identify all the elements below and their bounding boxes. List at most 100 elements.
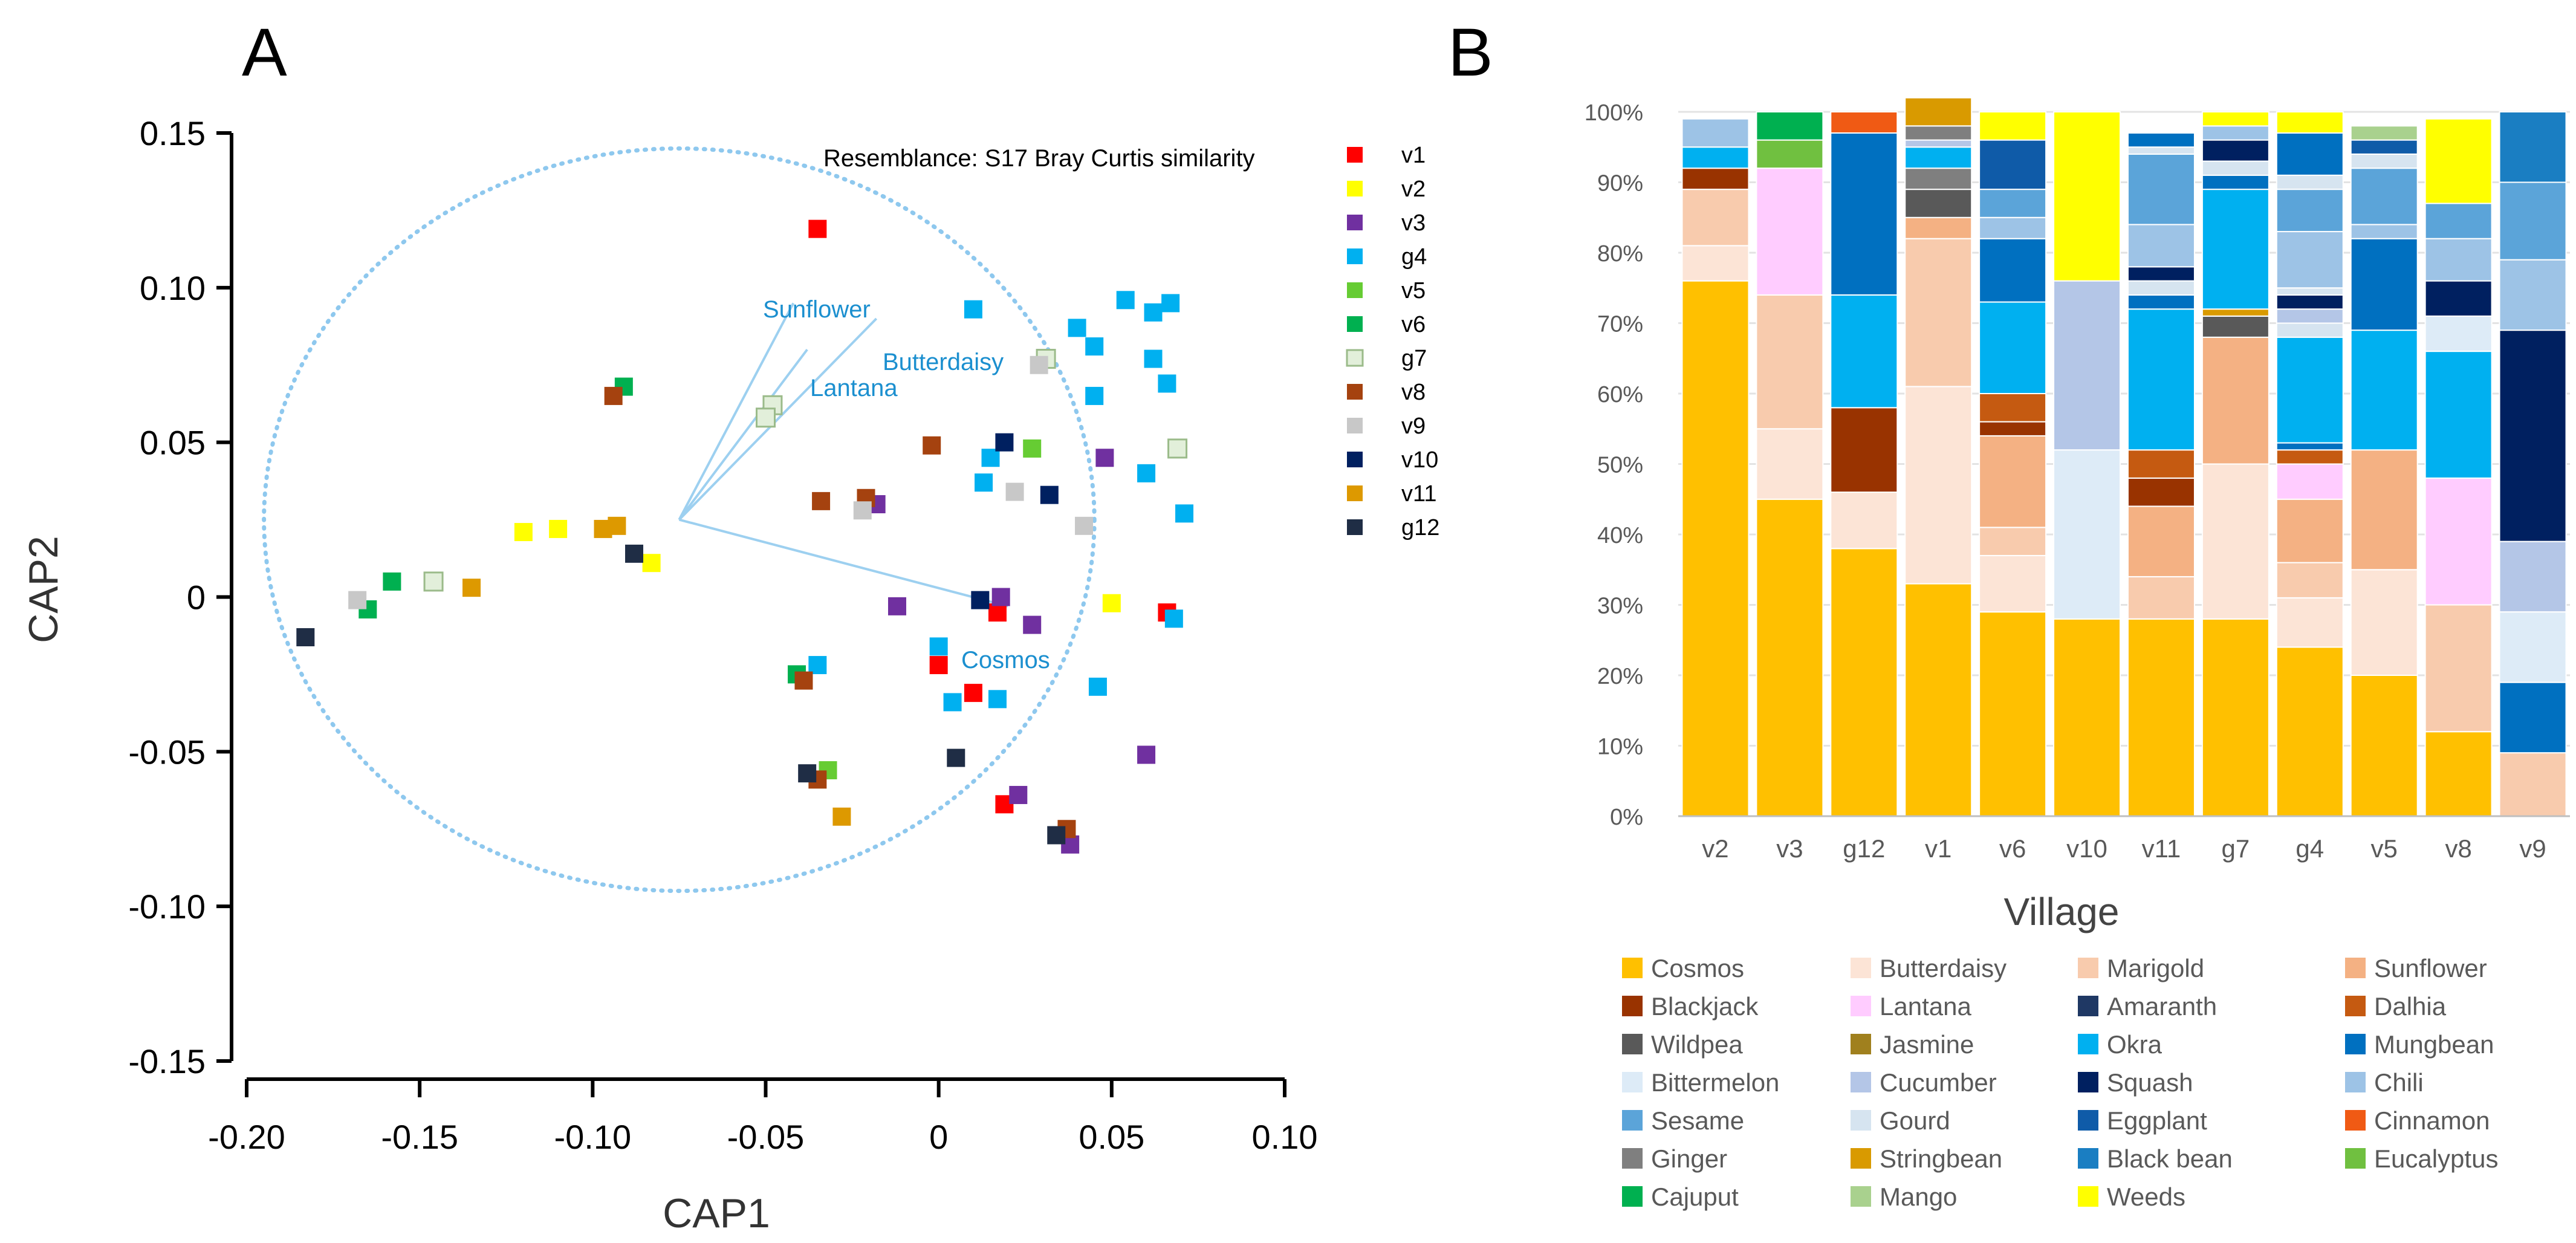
y-tick-label: 70% bbox=[1597, 312, 1643, 337]
bar-segment-weeds bbox=[2201, 111, 2269, 127]
point-g4 bbox=[975, 473, 993, 492]
point-v3 bbox=[1009, 785, 1028, 804]
bar-segment-sunflower bbox=[1904, 216, 1973, 239]
bar-segment-okra bbox=[1830, 294, 1898, 409]
bar-segment-squash bbox=[2276, 294, 2344, 310]
x-tick-label: 0.05 bbox=[1079, 1118, 1144, 1156]
point-g4 bbox=[1144, 303, 1163, 322]
bar-segment-gourd bbox=[2276, 174, 2344, 190]
bar-segment-cucumber bbox=[2276, 308, 2344, 324]
bar-segment-gourd bbox=[2276, 322, 2344, 338]
bar-segment-cosmos bbox=[2201, 618, 2269, 817]
point-g4 bbox=[1085, 386, 1104, 405]
bar-segment-marigold bbox=[1904, 238, 1973, 388]
point-v3 bbox=[1137, 745, 1156, 764]
legend-label: g4 bbox=[1401, 244, 1427, 270]
legend-label: v5 bbox=[1401, 278, 1426, 303]
legend-label: v1 bbox=[1401, 143, 1426, 168]
legend-swatch bbox=[1851, 1110, 1871, 1131]
bar-segment-butterdaisy bbox=[2201, 463, 2269, 620]
y-tick-label: 0.05 bbox=[140, 424, 206, 462]
x-tick-label: 0 bbox=[929, 1118, 948, 1156]
bar-segment-marigold bbox=[2127, 576, 2195, 620]
bar-segment-okra bbox=[2350, 329, 2418, 451]
bar-segment-lantana bbox=[2424, 477, 2493, 606]
y-tick-label: 90% bbox=[1597, 171, 1643, 196]
legend-swatch bbox=[1622, 996, 1643, 1016]
bar-segment-marigold bbox=[2276, 562, 2344, 599]
legend-swatch bbox=[1851, 958, 1871, 978]
vector-line bbox=[678, 302, 795, 521]
legend-swatch bbox=[2345, 996, 2366, 1016]
point-g4 bbox=[1164, 609, 1183, 628]
bar-segment-wildpea bbox=[1904, 189, 1973, 218]
point-v8 bbox=[604, 386, 623, 405]
point-v8 bbox=[812, 492, 831, 510]
legend-swatch bbox=[1347, 282, 1363, 298]
bar-segment-cosmos bbox=[2127, 618, 2195, 817]
legend-swatch bbox=[2345, 1110, 2366, 1131]
legend-label: Gourd bbox=[1880, 1106, 1950, 1135]
point-v5 bbox=[1023, 439, 1042, 458]
legend-swatch bbox=[1347, 452, 1363, 467]
bar-segment-blackjack bbox=[1681, 167, 1750, 190]
x-tick-label: v2 bbox=[1702, 834, 1728, 863]
legend-swatch bbox=[2078, 958, 2098, 978]
bar-segment-lantana bbox=[1756, 167, 1824, 296]
bar-segment-cosmos bbox=[1830, 548, 1898, 817]
point-v9 bbox=[1075, 516, 1094, 535]
bar-segment-butterdaisy bbox=[1681, 245, 1750, 282]
legend-label: Amaranth bbox=[2107, 992, 2217, 1021]
bar-segment-butterdaisy bbox=[1979, 554, 2047, 613]
legend-label: Eucalyptus bbox=[2374, 1144, 2498, 1173]
bar-segment-dalhia bbox=[1979, 393, 2047, 423]
legend-label: v6 bbox=[1401, 312, 1426, 337]
x-tick-label: g7 bbox=[2222, 834, 2250, 863]
bar-segment-cosmos bbox=[2276, 646, 2344, 817]
bar-segment-chili bbox=[1979, 216, 2047, 239]
point-v2 bbox=[1102, 594, 1121, 612]
bar-segment-stringbean bbox=[2201, 308, 2269, 317]
vector-label: Sunflower bbox=[763, 296, 871, 323]
bar-segment-gourd bbox=[2127, 280, 2195, 296]
point-g7 bbox=[423, 571, 444, 592]
bar-segment-sesame bbox=[2499, 181, 2567, 261]
point-g12 bbox=[798, 764, 817, 783]
point-g7 bbox=[756, 407, 776, 428]
point-v11 bbox=[462, 579, 481, 597]
bar-segment-okra bbox=[2127, 308, 2195, 451]
bar-segment-eggplant bbox=[2350, 139, 2418, 155]
point-g7 bbox=[1167, 438, 1188, 459]
legend-swatch bbox=[1347, 181, 1363, 196]
bar-segment-mungbean bbox=[2276, 442, 2344, 451]
legend-label: Mango bbox=[1880, 1183, 1957, 1211]
point-v10 bbox=[1040, 485, 1059, 504]
legend-swatch bbox=[2078, 1148, 2098, 1169]
legend-label: Black bean bbox=[2107, 1144, 2233, 1173]
y-tick-label: 0.10 bbox=[140, 269, 206, 307]
point-v1 bbox=[929, 656, 948, 675]
bar-segment-lantana bbox=[2276, 463, 2344, 500]
legend-swatch bbox=[1347, 485, 1363, 501]
bar-segment-squash bbox=[2499, 329, 2567, 542]
point-g4 bbox=[1116, 291, 1135, 310]
legend-label: Blackjack bbox=[1651, 992, 1759, 1021]
bar-segment-marigold bbox=[1756, 294, 1824, 430]
legend-swatch bbox=[2345, 1034, 2366, 1054]
legend-label: Cinnamon bbox=[2374, 1106, 2490, 1135]
panel-a-scatter: A Resemblance: S17 Bray Curtis similarit… bbox=[21, 15, 1439, 1236]
bar-segment-eggplant bbox=[1979, 139, 2047, 190]
legend-label: Marigold bbox=[2107, 954, 2204, 982]
point-v3 bbox=[1023, 615, 1042, 634]
bar-segment-weeds bbox=[1979, 111, 2047, 141]
bar-segment-mungbean bbox=[2127, 294, 2195, 310]
vector-label: Cosmos bbox=[961, 647, 1050, 673]
y-tick-label: 0% bbox=[1610, 805, 1643, 830]
legend-label: Squash bbox=[2107, 1068, 2193, 1097]
legend-label: v8 bbox=[1401, 380, 1426, 405]
x-tick-label: v6 bbox=[1999, 834, 2026, 863]
legend-swatch bbox=[1851, 1034, 1871, 1054]
point-g4 bbox=[929, 637, 948, 656]
legend-swatch bbox=[1347, 147, 1363, 163]
y-tick-label: -0.05 bbox=[128, 733, 206, 771]
